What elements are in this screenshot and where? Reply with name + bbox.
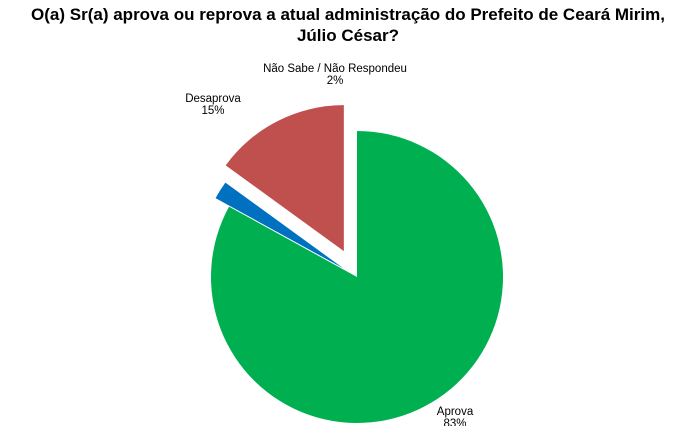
slice-name-label: Desaprova [185, 93, 241, 105]
slice-value-label: 15% [201, 105, 224, 117]
pie-slices [211, 105, 504, 424]
chart-title: O(a) Sr(a) aprova ou reprova a atual adm… [0, 4, 696, 46]
slice-name-label: Aprova [437, 406, 474, 418]
pie-slice-n-o-sabe-n-o-respondeu [215, 182, 344, 269]
pie-slice-aprova [211, 131, 504, 424]
slice-value-label: 83% [443, 418, 466, 426]
chart-title-line-2: Júlio César? [296, 26, 400, 45]
pie-slice-desaprova [225, 105, 344, 252]
slice-value-label: 2% [327, 75, 344, 87]
chart-title-line-1: O(a) Sr(a) aprova ou reprova a atual adm… [31, 5, 665, 24]
slice-name-label: Não Sabe / Não Respondeu [263, 63, 407, 75]
